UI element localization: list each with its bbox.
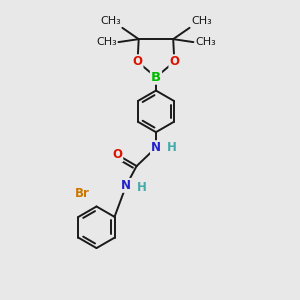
Text: H: H xyxy=(167,141,177,154)
Text: CH₃: CH₃ xyxy=(100,16,121,26)
Text: CH₃: CH₃ xyxy=(195,37,216,47)
Text: H: H xyxy=(136,181,146,194)
Text: N: N xyxy=(121,179,131,192)
Text: CH₃: CH₃ xyxy=(96,37,117,47)
Text: B: B xyxy=(151,71,161,84)
Text: CH₃: CH₃ xyxy=(191,16,212,26)
Text: Br: Br xyxy=(75,187,90,200)
Text: N: N xyxy=(151,141,161,154)
Text: O: O xyxy=(112,148,122,161)
Text: O: O xyxy=(133,55,142,68)
Text: O: O xyxy=(169,55,179,68)
